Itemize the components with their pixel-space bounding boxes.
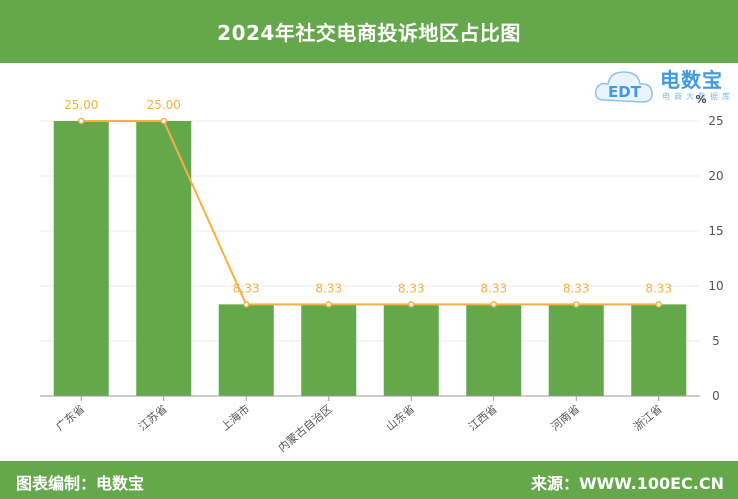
category-label: 上海市 bbox=[218, 402, 252, 434]
series-point bbox=[325, 301, 332, 308]
bar bbox=[548, 304, 604, 396]
footer-bar: 图表编制：电数宝 来源：WWW.100EC.CN bbox=[0, 461, 738, 499]
footer-credit: 图表编制：电数宝 bbox=[16, 474, 145, 493]
logo-name: 电数宝 bbox=[660, 68, 723, 92]
series-point bbox=[243, 301, 250, 308]
bar-line-chart: 25.00 25.00 8.33 8.33 8.33 8.33 8.33 8.33 0 5 10 1… bbox=[40, 93, 724, 455]
bar bbox=[631, 304, 687, 396]
category-label: 江西省 bbox=[466, 402, 500, 433]
data-label: 8.33 bbox=[398, 281, 425, 295]
bar bbox=[136, 121, 192, 396]
category-label: 内蒙古自治区 bbox=[275, 402, 335, 455]
series-point bbox=[78, 117, 85, 125]
category-label: 江苏省 bbox=[136, 402, 170, 433]
data-label: 8.33 bbox=[315, 281, 342, 295]
data-label: 8.33 bbox=[233, 281, 260, 295]
bar bbox=[301, 304, 357, 396]
series-point bbox=[490, 301, 497, 308]
y-tick-label: 20 bbox=[708, 169, 723, 183]
series-point bbox=[408, 301, 415, 308]
data-label: 25.00 bbox=[64, 98, 98, 112]
chart-title: 2024年社交电商投诉地区占比图 bbox=[217, 21, 521, 45]
y-axis-unit: % bbox=[695, 93, 706, 106]
logo-mark: EDT bbox=[608, 83, 642, 101]
data-label: 8.33 bbox=[480, 281, 507, 295]
data-label: 8.33 bbox=[563, 281, 590, 295]
category-label: 河南省 bbox=[549, 402, 583, 433]
bar bbox=[383, 304, 439, 396]
y-tick-label: 15 bbox=[708, 224, 723, 238]
data-label: 8.33 bbox=[645, 281, 672, 295]
category-label: 浙江省 bbox=[631, 402, 665, 433]
bar bbox=[218, 304, 274, 396]
category-label: 广东省 bbox=[54, 402, 88, 433]
chart-title-banner: 2024年社交电商投诉地区占比图 bbox=[0, 0, 738, 63]
data-label: 25.00 bbox=[147, 98, 181, 112]
y-tick-label: 25 bbox=[708, 114, 723, 128]
footer-source: 来源：WWW.100EC.CN bbox=[530, 474, 724, 493]
series-point bbox=[160, 117, 167, 125]
edt-logo: EDT 电数宝 电商大数据库 bbox=[594, 64, 734, 108]
bar bbox=[53, 121, 109, 396]
cloud-logo-icon: EDT bbox=[594, 71, 653, 103]
y-tick-label: 0 bbox=[712, 389, 720, 403]
y-tick-label: 5 bbox=[712, 334, 720, 348]
series-point bbox=[573, 301, 580, 308]
y-tick-label: 10 bbox=[708, 279, 723, 293]
logo-subtitle: 电商大数据库 bbox=[662, 92, 734, 101]
series-point bbox=[655, 301, 662, 308]
category-label: 山东省 bbox=[384, 402, 418, 433]
bar bbox=[466, 304, 522, 396]
series-line bbox=[81, 120, 659, 306]
